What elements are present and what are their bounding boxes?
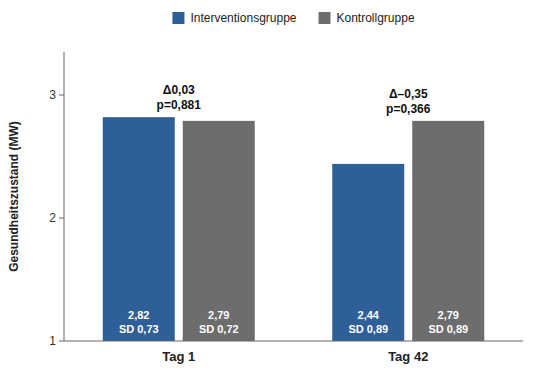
data-label: 2,79 — [208, 309, 229, 321]
data-label: 2,44 — [358, 309, 380, 321]
data-label: 2,82 — [128, 309, 149, 321]
x-tick-label: Tag 1 — [162, 349, 195, 364]
y-tick — [59, 218, 64, 219]
x-tick-label: Tag 42 — [388, 349, 428, 364]
sd-label: SD 0,73 — [119, 323, 159, 335]
bar — [412, 121, 484, 341]
y-axis-label: Gesundheitszustand (MW) — [7, 121, 21, 272]
bar — [332, 164, 404, 341]
p-annotation: p=0,366 — [386, 102, 431, 116]
legend-swatch — [172, 12, 184, 24]
legend-label: Kontrollgruppe — [337, 11, 415, 25]
legend-swatch — [319, 12, 331, 24]
p-annotation: p=0,881 — [157, 98, 202, 112]
legend-label: Interventionsgruppe — [190, 11, 296, 25]
y-tick-label: 2 — [49, 211, 56, 225]
y-tick — [59, 95, 64, 96]
sd-label: SD 0,72 — [199, 323, 239, 335]
y-tick-label: 3 — [49, 88, 56, 102]
x-axis-line — [64, 341, 523, 342]
bar — [183, 121, 255, 341]
bar — [103, 117, 175, 341]
y-axis-line — [64, 52, 65, 341]
sd-label: SD 0,89 — [428, 323, 468, 335]
delta-annotation: Δ–0,35 — [389, 87, 428, 101]
legend: Interventionsgruppe Kontrollgruppe — [172, 11, 414, 25]
sd-label: SD 0,89 — [348, 323, 388, 335]
y-tick-label: 1 — [49, 334, 56, 348]
delta-annotation: Δ0,03 — [163, 83, 195, 97]
chart: 1 2 3 Gesundheitszustand (MW) 2,82 SD 0,73 2,4… — [0, 0, 537, 381]
bars — [103, 117, 485, 341]
data-label: 2,79 — [438, 309, 459, 321]
y-tick — [59, 341, 64, 342]
